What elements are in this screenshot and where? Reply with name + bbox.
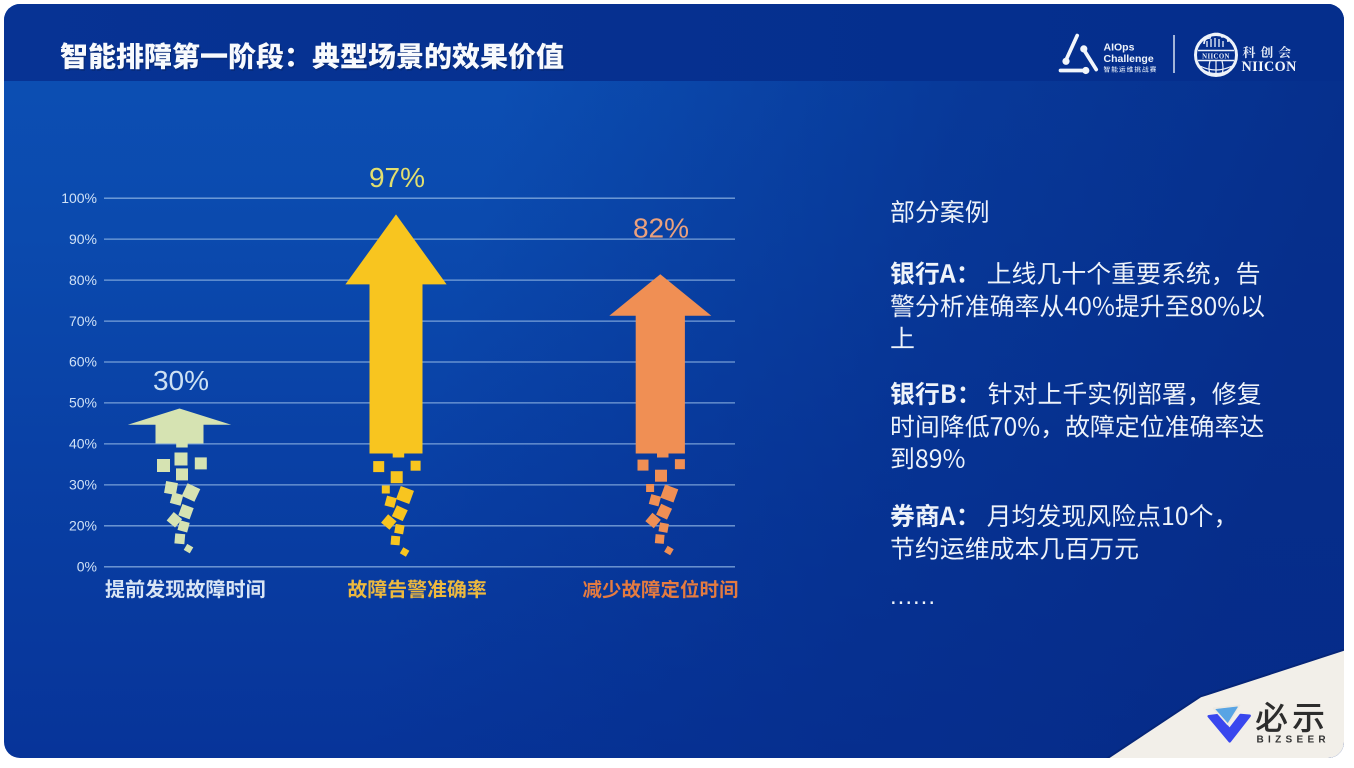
svg-text:20%: 20% [69,518,97,534]
svg-text:NIICON: NIICON [1202,54,1230,61]
svg-text:97%: 97% [369,162,425,193]
svg-text:AIOps: AIOps [1104,42,1135,54]
svg-text:NIICON: NIICON [1242,59,1298,75]
svg-text:30%: 30% [69,477,97,493]
svg-text:90%: 90% [69,231,97,247]
svg-text:70%: 70% [69,313,97,329]
svg-text:Challenge: Challenge [1104,53,1154,65]
svg-text:......: ...... [890,583,936,610]
svg-text:60%: 60% [69,354,97,370]
svg-text:100%: 100% [61,190,97,206]
svg-text:80%: 80% [69,272,97,288]
svg-text:BIZSEER: BIZSEER [1257,735,1330,746]
svg-text:50%: 50% [69,395,97,411]
svg-text:30%: 30% [153,365,209,396]
svg-text:40%: 40% [69,436,97,452]
svg-text:82%: 82% [633,213,689,244]
svg-text:0%: 0% [77,559,97,575]
